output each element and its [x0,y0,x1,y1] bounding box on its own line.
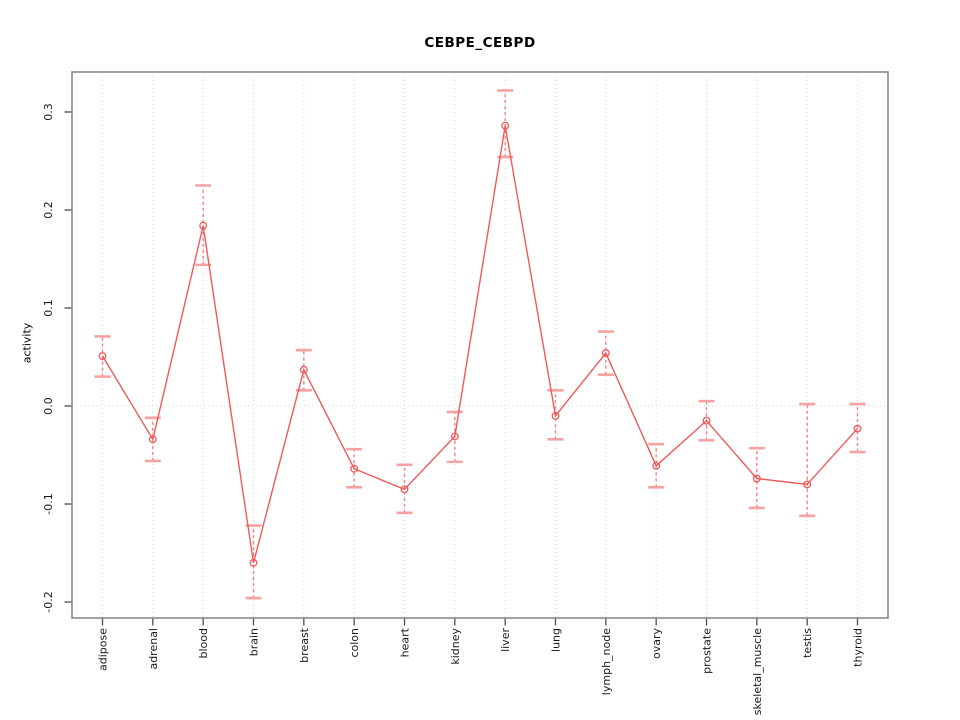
y-tick-label: 0.1 [42,299,55,317]
data-point [400,485,409,494]
x-tick-label: lymph_node [600,628,613,695]
y-tick-label: -0.1 [42,493,55,514]
x-tick-label: blood [197,628,210,658]
x-tick-label: breast [298,627,311,663]
x-tick-label: heart [399,627,412,657]
y-tick-label: 0.2 [42,201,55,219]
data-point [148,435,157,444]
series-line [101,125,859,563]
chart-title: CEBPE_CEBPD [424,35,536,51]
data-point [752,474,761,483]
y-tick-label: -0.2 [42,591,55,612]
data-point [199,221,208,230]
data-point [350,464,359,473]
x-tick-label: testis [801,628,814,658]
data-point [702,416,711,425]
plot-border [71,71,889,619]
x-tick-label: kidney [449,628,462,665]
y-tick-label: 0.3 [42,103,55,121]
data-point [652,461,661,470]
x-tick-label: colon [348,628,361,658]
data-point [249,558,258,567]
x-tick-label: adrenal [147,628,160,670]
x-tick-label: skeletal_muscle [751,628,764,715]
data-point [501,121,510,130]
data-point [601,349,610,358]
data-point [803,480,812,489]
y-tick-label: 0.0 [42,397,55,415]
data-point [299,365,308,374]
x-tick-label: adipose [97,628,110,671]
x-tick-label: lung [550,628,563,652]
data-point [551,411,560,420]
data-point [450,432,459,441]
x-tick-label: prostate [701,628,714,674]
data-point [853,424,862,433]
data-point [98,352,107,360]
x-tick-label: ovary [650,628,663,660]
x-tick-label: brain [248,628,261,656]
x-tick-label: liver [499,628,512,652]
x-tick-label: thyroid [852,628,865,667]
